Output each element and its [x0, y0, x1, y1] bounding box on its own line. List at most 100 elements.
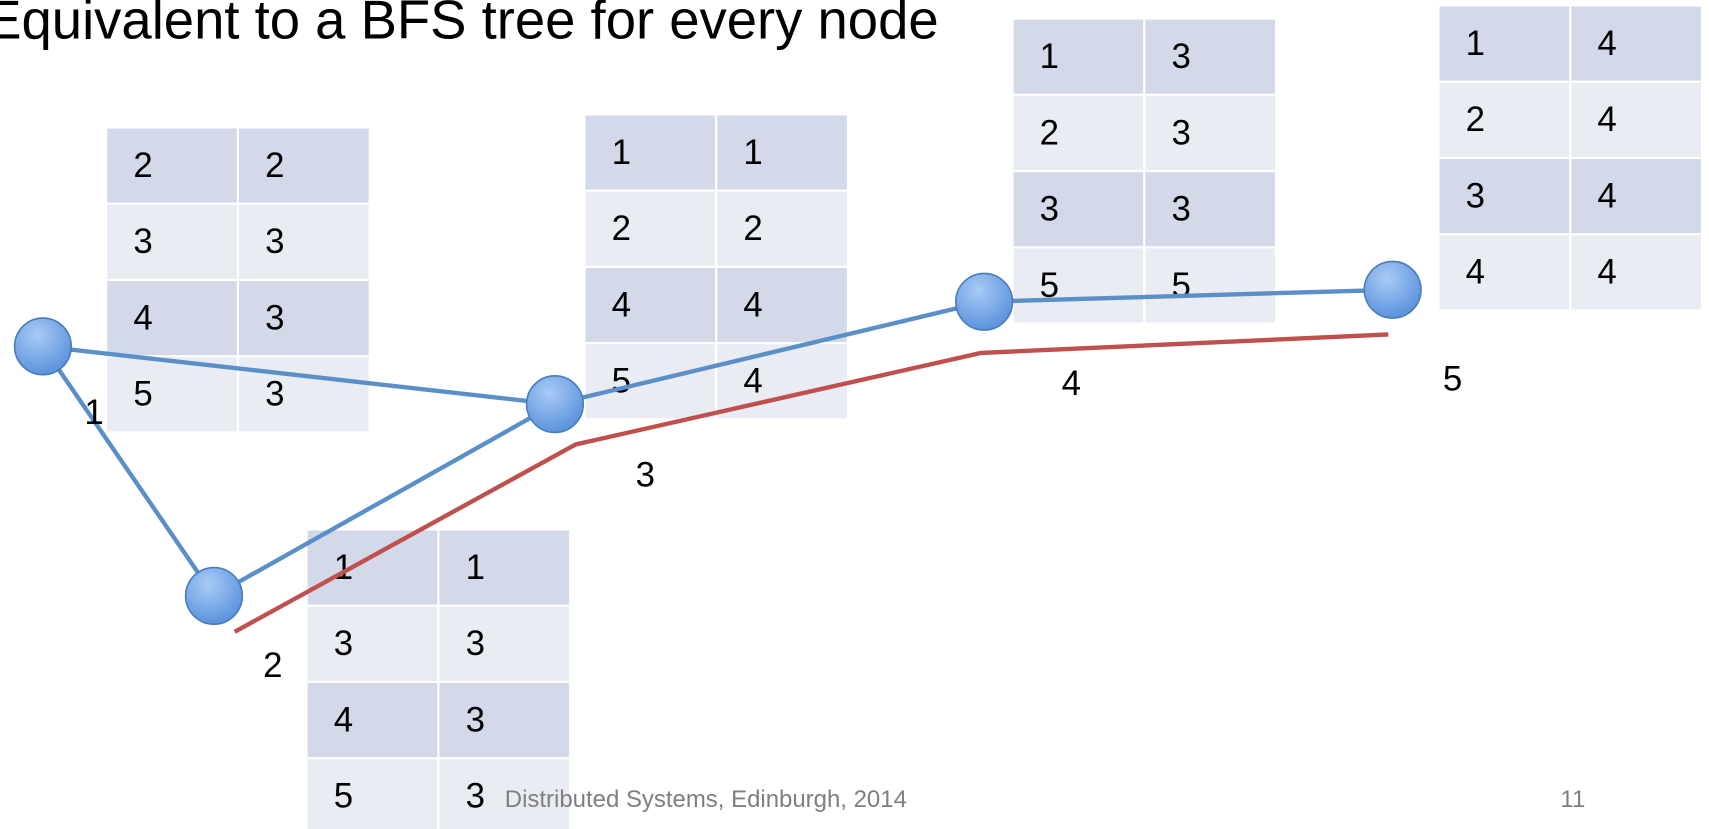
- node: [1363, 260, 1422, 319]
- cell-text: 3: [265, 222, 284, 261]
- routing-table: 1 4 2 4 3 4 4 4: [1439, 6, 1701, 310]
- cell-text: 3: [133, 222, 152, 261]
- table-cell: [307, 683, 438, 758]
- cell-text: 3: [466, 777, 485, 816]
- edge: [984, 287, 1393, 304]
- table-cell: [1145, 248, 1275, 323]
- cell-text: 2: [743, 209, 762, 248]
- edge: [554, 299, 985, 407]
- page-number: 11: [1560, 786, 1585, 813]
- table-cell: [239, 281, 369, 356]
- table-cell: [107, 128, 237, 203]
- footer-text: Distributed Systems, Edinburgh, 2014: [505, 786, 907, 813]
- cell-text: 3: [265, 298, 284, 337]
- table-cell: [439, 530, 570, 605]
- table-cell: [1013, 248, 1144, 323]
- cell-text: 1: [466, 548, 485, 587]
- cell-text: 3: [265, 375, 284, 414]
- nodes: 1 2 3 4 5: [13, 260, 1462, 685]
- cell-text: 3: [334, 624, 353, 663]
- table-cell: [717, 191, 847, 266]
- cell-text: 3: [466, 700, 485, 739]
- cell-text: 4: [1466, 253, 1485, 292]
- node: [184, 566, 244, 626]
- table-cell: [107, 357, 237, 432]
- cell-text: 2: [133, 146, 152, 185]
- table-cell: [717, 115, 847, 190]
- table-cell: [439, 606, 570, 681]
- cell-text: 1: [743, 133, 762, 172]
- cell-text: 1: [612, 133, 631, 172]
- table-cell: [1145, 19, 1275, 94]
- node-label: 5: [1443, 359, 1462, 398]
- table-cell: [1145, 95, 1275, 170]
- table-cell: [239, 128, 369, 203]
- cell-text: 3: [466, 624, 485, 663]
- table-cell: [1439, 235, 1570, 310]
- cell-text: 5: [334, 777, 353, 816]
- table-cell: [439, 759, 570, 829]
- node: [954, 272, 1014, 331]
- cell-text: 3: [1466, 176, 1485, 215]
- cell-text: 3: [1040, 190, 1059, 229]
- cell-text: 5: [1040, 266, 1059, 305]
- table-cell: [1571, 6, 1701, 81]
- cell-text: 5: [1172, 266, 1191, 305]
- cell-text: 4: [743, 362, 762, 401]
- node-label: 4: [1062, 364, 1081, 403]
- node-label: 1: [84, 393, 103, 432]
- table-cell: [585, 115, 716, 190]
- table-cell: [1571, 235, 1701, 310]
- node-label: 2: [263, 646, 282, 685]
- table-cell: [1571, 82, 1701, 157]
- table-cell: [239, 204, 369, 279]
- cell-text: 3: [1172, 37, 1191, 76]
- table-cell: [439, 683, 570, 758]
- routing-table: 2 2 3 3 4 3 5 3: [107, 128, 369, 432]
- table-cell: [585, 191, 716, 266]
- table-cell: [239, 357, 369, 432]
- table-cell: [717, 267, 847, 343]
- edge: [212, 402, 556, 598]
- node-label: 3: [636, 455, 655, 494]
- node: [13, 317, 73, 376]
- cell-text: 4: [1597, 176, 1616, 215]
- cell-text: 2: [1040, 113, 1059, 152]
- table-cell: [1145, 172, 1275, 247]
- cell-text: 4: [1597, 100, 1616, 139]
- table-cell: [1013, 172, 1144, 247]
- node: [525, 375, 585, 434]
- edge: [42, 344, 556, 407]
- cell-text: 3: [1172, 113, 1191, 152]
- table-cell: [1439, 6, 1570, 81]
- cell-text: 5: [133, 375, 152, 414]
- cell-text: 3: [1172, 190, 1191, 229]
- table-cell: [307, 759, 438, 829]
- table-cell: [107, 204, 237, 279]
- table-cell: [585, 267, 716, 343]
- edge: [41, 345, 216, 598]
- cell-text: 4: [133, 298, 152, 337]
- table-cell: [107, 281, 237, 356]
- cell-text: 1: [1466, 24, 1485, 63]
- routing-table: 1 1 3 3 4 3 5 3: [307, 530, 570, 829]
- table-cell: [1439, 82, 1570, 157]
- cell-text: 2: [1466, 100, 1485, 139]
- slide-title: Equivalent to a BFS tree for every node: [0, 0, 939, 50]
- cell-text: 2: [265, 146, 284, 185]
- table-cell: [1439, 159, 1570, 234]
- bfs-path: [233, 332, 1389, 634]
- table-cell: [1571, 159, 1701, 234]
- table-cell: [307, 606, 438, 681]
- cell-text: 1: [334, 548, 353, 587]
- cell-text: 4: [1597, 24, 1616, 63]
- cell-text: 4: [612, 285, 631, 324]
- table-cell: [307, 530, 438, 605]
- table-cell: [1013, 95, 1144, 170]
- cell-text: 4: [1597, 253, 1616, 292]
- table-cell: [1013, 19, 1144, 94]
- routing-tables: 2 23 34 35 31 13 34 35 31 12 24 45 41 32 33 35 51 42 43 44 4: [107, 6, 1701, 829]
- cell-text: 5: [612, 362, 631, 401]
